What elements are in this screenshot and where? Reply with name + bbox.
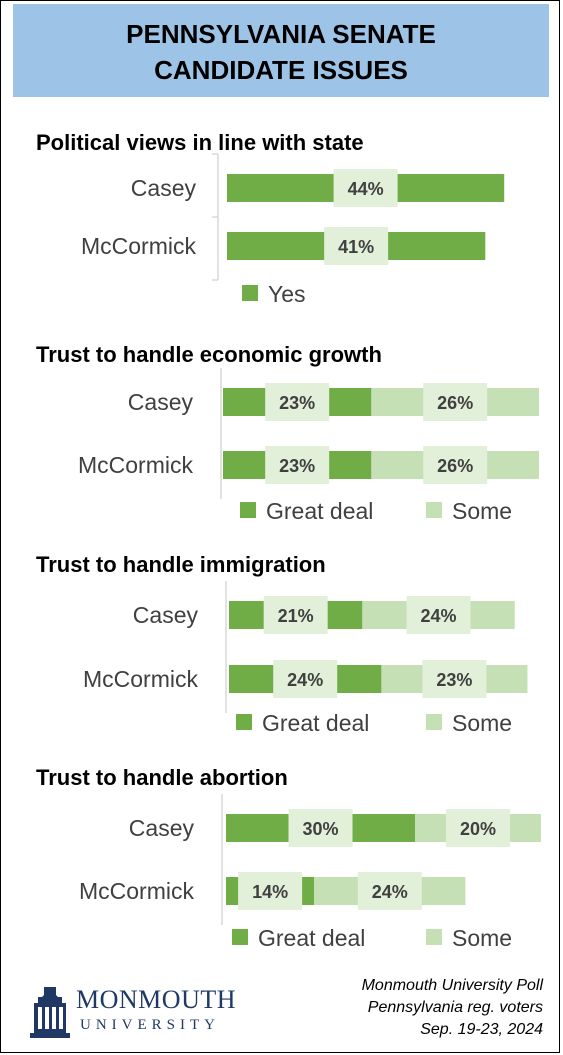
chart3-category-label: Casey: [133, 602, 199, 628]
source-line2: Pennsylvania reg. voters: [367, 999, 543, 1016]
chart3-legend-swatch: [236, 714, 252, 730]
logo-subtitle: UNIVERSITY: [80, 1017, 220, 1033]
chart2-title: Trust to handle economic growth: [36, 342, 382, 367]
chart3-legend-label: Some: [452, 710, 512, 736]
chart2-data-label: 23%: [279, 456, 315, 476]
chart1-legend-swatch: [242, 285, 258, 301]
chart4-legend-swatch: [426, 929, 442, 945]
chart2-data-label-bg: [265, 383, 330, 421]
chart2-legend-swatch: [240, 502, 256, 518]
chart3-data-label-bg: [406, 596, 471, 634]
chart4-data-label-bg: [446, 809, 510, 847]
chart1-data-label-bg: [333, 169, 398, 207]
chart1-data-label: 44%: [348, 179, 384, 199]
chart4-data-label-bg: [238, 872, 303, 910]
chart2-data-label: 26%: [437, 393, 473, 413]
chart3-title: Trust to handle immigration: [36, 552, 326, 577]
chart2-data-label-bg: [423, 383, 488, 421]
chart2-category-label: Casey: [128, 389, 194, 415]
chart4-legend-swatch: [232, 929, 248, 945]
header-title-line2: CANDIDATE ISSUES: [154, 55, 408, 85]
chart2-data-label: 23%: [279, 393, 315, 413]
chart3-legend-swatch: [426, 714, 442, 730]
chart3-data-label: 24%: [287, 670, 323, 690]
source-line1: Monmouth University Poll: [361, 977, 543, 994]
logo-wordmark: MONMOUTH: [76, 985, 236, 1014]
chart2-legend-label: Great deal: [266, 498, 373, 524]
chart3-data-label: 23%: [436, 670, 472, 690]
chart3-data-label-bg: [273, 660, 338, 698]
chart4-legend-label: Some: [452, 925, 512, 951]
chart4-category-label: Casey: [129, 815, 195, 841]
chart1-category-label: McCormick: [81, 233, 196, 259]
university-tower-icon: [30, 987, 70, 1038]
chart2-data-label: 26%: [437, 456, 473, 476]
source-line3: Sep. 19-23, 2024: [420, 1021, 543, 1038]
chart3-data-label: 21%: [278, 606, 314, 626]
header-banner: PENNSYLVANIA SENATE CANDIDATE ISSUES: [13, 4, 549, 97]
chart3-data-label-bg: [422, 660, 487, 698]
source-note: Monmouth University Poll Pennsylvania re…: [283, 975, 543, 1041]
chart2-legend-swatch: [426, 502, 442, 518]
chart2-data-label-bg: [423, 446, 488, 484]
chart4-data-label: 14%: [252, 882, 288, 902]
chart3-data-label-bg: [263, 596, 328, 634]
chart4-data-label: 24%: [372, 882, 408, 902]
chart1-title: Political views in line with state: [36, 130, 364, 155]
chart4-title: Trust to handle abortion: [36, 765, 288, 790]
chart1-category-label: Casey: [131, 175, 197, 201]
monmouth-logo: MONMOUTH UNIVERSITY: [28, 983, 268, 1043]
chart4-data-label: 30%: [302, 819, 338, 839]
chart1-legend-label: Yes: [268, 281, 306, 307]
chart4-category-label: McCormick: [79, 878, 194, 904]
chart2-data-label-bg: [265, 446, 330, 484]
charts-area: Political views in line with state Casey 4…: [36, 130, 541, 951]
chart3-data-label: 24%: [421, 606, 457, 626]
chart4-data-label-bg: [357, 872, 422, 910]
chart3-category-label: McCormick: [83, 666, 198, 692]
chart1-data-label: 41%: [338, 237, 374, 257]
chart2-category-label: McCormick: [78, 452, 193, 478]
chart1-data-label-bg: [324, 227, 389, 265]
chart4-data-label: 20%: [460, 819, 496, 839]
header-title-line1: PENNSYLVANIA SENATE: [126, 19, 436, 49]
chart4-data-label-bg: [288, 809, 353, 847]
chart2-legend-label: Some: [452, 498, 512, 524]
chart3-legend-label: Great deal: [262, 710, 369, 736]
chart4-legend-label: Great deal: [258, 925, 365, 951]
